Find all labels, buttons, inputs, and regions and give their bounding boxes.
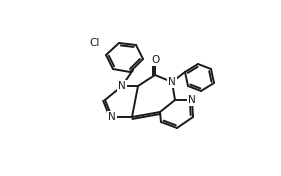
- Text: N: N: [118, 81, 126, 91]
- Text: N: N: [188, 95, 196, 105]
- Text: N: N: [168, 77, 176, 87]
- Text: N: N: [108, 112, 116, 122]
- Text: O: O: [151, 55, 159, 65]
- Text: Cl: Cl: [90, 38, 100, 48]
